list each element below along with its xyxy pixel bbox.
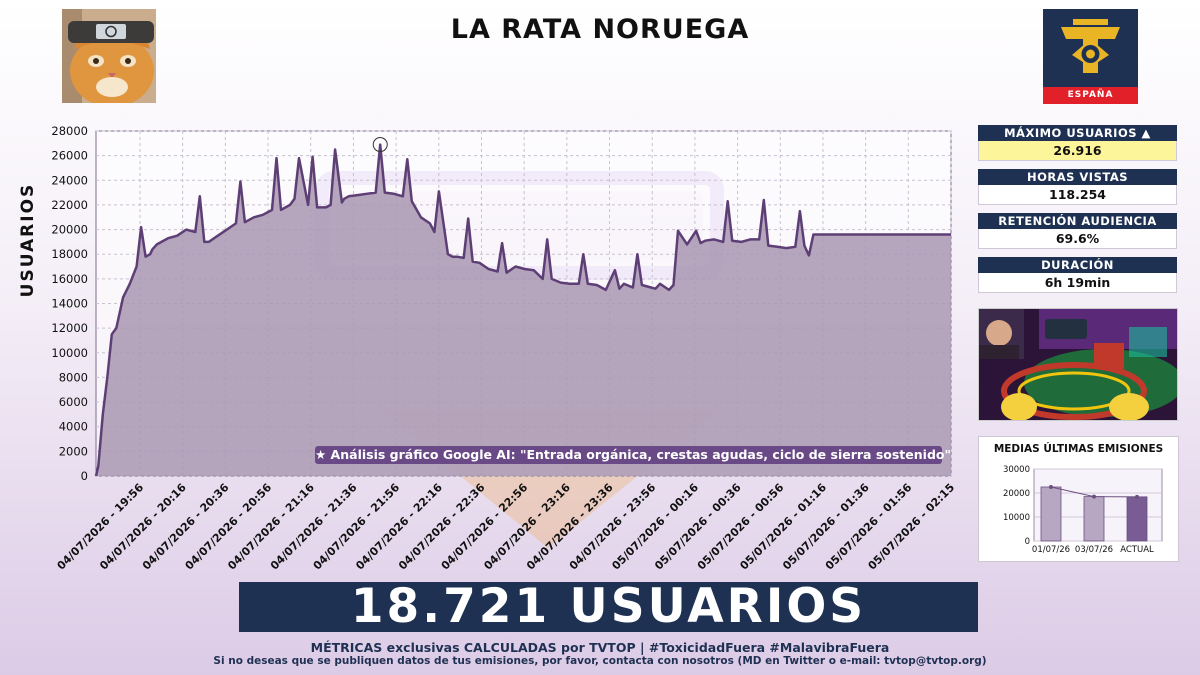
mini-point — [1049, 485, 1053, 489]
recent-averages-title: MEDIAS ÚLTIMAS EMISIONES — [993, 443, 1164, 455]
stat-retention: RETENCIÓN AUDIENCIA 69.6% — [978, 213, 1177, 249]
y-tick-label: 28000 — [51, 124, 88, 138]
mini-x-tick-label: 01/07/26 — [1032, 545, 1070, 555]
stat-label: RETENCIÓN AUDIENCIA — [978, 213, 1177, 229]
mini-bars — [1040, 485, 1148, 542]
mini-y-tick-label: 10000 — [1003, 513, 1030, 523]
mini-point — [1135, 494, 1139, 499]
y-tick-label: 20000 — [51, 223, 88, 237]
mini-x-tick-label: ACTUAL — [1120, 545, 1154, 555]
y-tick-label: 18000 — [51, 247, 88, 261]
y-tick-label: 8000 — [59, 370, 88, 384]
stat-duration: DURACIÓN 6h 19min — [978, 257, 1177, 293]
mini-bar — [1126, 496, 1148, 542]
x-tick-label: 05/07/2026 - 02:15 — [866, 481, 958, 573]
y-tick-label: 0 — [81, 469, 88, 483]
mini-y-tick-label: 0 — [1025, 537, 1030, 547]
y-tick-label: 24000 — [51, 173, 88, 187]
mini-point — [1092, 494, 1096, 499]
y-tick-label: 6000 — [59, 395, 88, 409]
stat-label: MÁXIMO USUARIOS ▲ — [978, 125, 1177, 141]
footer-disclaimer: Si no deseas que se publiquen datos de t… — [213, 655, 987, 667]
y-tick-label: 16000 — [51, 272, 88, 286]
y-tick-label: 14000 — [51, 297, 88, 311]
stat-max-users: MÁXIMO USUARIOS ▲ 26.916 — [978, 125, 1177, 161]
mini-y-tick-label: 20000 — [1003, 489, 1030, 499]
stat-hours-watched: HORAS VISTAS 118.254 — [978, 169, 1177, 205]
ai-analysis-caption: ★ Análisis gráfico Google AI: "Entrada o… — [315, 446, 951, 464]
channel-title: LA RATA NORUEGA — [450, 14, 750, 45]
streamer-avatar — [62, 9, 156, 103]
series-line — [94, 143, 951, 477]
recent-averages-chart: 0 10000 20000 30000 01/07/26 03/07/26 ACTUAL — [1003, 465, 1163, 555]
stream-thumbnail — [978, 308, 1178, 421]
series-area — [94, 137, 951, 477]
y-tick-label: 4000 — [59, 420, 88, 434]
mini-y-tick-label: 30000 — [1003, 465, 1030, 475]
tvtop-logo: ESPAÑA — [1043, 9, 1138, 104]
recent-averages-panel: MEDIAS ÚLTIMAS EMISIONES 0 10000 20000 3000… — [978, 436, 1179, 562]
stat-label: HORAS VISTAS — [978, 169, 1177, 185]
mini-bar — [1083, 496, 1105, 542]
peak-marker — [372, 137, 388, 153]
stat-value: 26.916 — [978, 141, 1177, 161]
y-tick-label: 10000 — [51, 346, 88, 360]
series-area-fill — [96, 144, 951, 476]
main-audience-chart: 0 2000 4000 6000 8000 10000 12000 14000 16000 180… — [51, 124, 958, 573]
mini-bar — [1040, 486, 1062, 542]
mini-y-tick-labels: 0 10000 20000 30000 — [1003, 465, 1030, 547]
stat-value: 6h 19min — [978, 273, 1177, 293]
y-tick-label: 26000 — [51, 149, 88, 163]
y-tick-label: 2000 — [59, 444, 88, 458]
stat-value: 69.6% — [978, 229, 1177, 249]
mini-x-tick-label: 03/07/26 — [1075, 545, 1113, 555]
stat-label: DURACIÓN — [978, 257, 1177, 273]
footer-credits: MÉTRICAS exclusivas CALCULADAS por TVTOP… — [310, 640, 890, 655]
stat-value: 118.254 — [978, 185, 1177, 205]
y-tick-label: 12000 — [51, 321, 88, 335]
current-users-banner: 18.721 USUARIOS — [239, 582, 978, 632]
logo-region-band: ESPAÑA — [1043, 87, 1138, 104]
mini-x-tick-labels: 01/07/26 03/07/26 ACTUAL — [1032, 545, 1154, 555]
y-tick-label: 22000 — [51, 198, 88, 212]
y-tick-labels: 0 2000 4000 6000 8000 10000 12000 14000 16000 180… — [51, 124, 88, 483]
